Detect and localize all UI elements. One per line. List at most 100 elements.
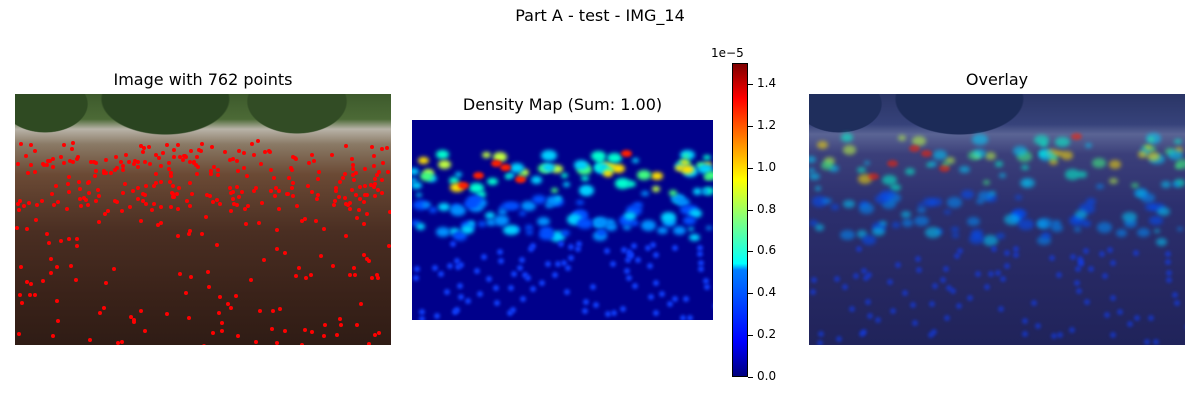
annotation-point [211,330,216,335]
colorbar-tick-mark [748,210,753,211]
density-blob [661,212,676,223]
annotation-point [202,343,206,345]
annotation-point [338,322,343,327]
annotation-point [358,302,363,307]
annotation-point [183,155,188,160]
density-blob [676,197,691,208]
annotation-point [258,161,263,166]
annotation-point [16,161,20,166]
annotation-point [123,152,128,157]
density-blob [529,286,536,293]
annotation-point [191,161,196,166]
density-blob [991,245,998,252]
annotation-point [244,174,249,178]
annotation-point [208,172,213,177]
annotation-point [243,222,248,227]
annotation-point [120,339,125,344]
annotation-point [314,197,319,202]
density-blob [977,190,993,202]
density-hotspot [909,145,921,153]
annotation-point [380,178,385,183]
density-blob [563,182,571,188]
density-blob [809,155,817,163]
annotation-point [56,199,61,204]
annotation-point [144,202,149,207]
density-blob [1147,145,1157,152]
density-hotspot [1070,132,1082,140]
density-panel-title: Density Map (Sum: 1.00) [462,95,663,114]
density-blob [1041,232,1051,239]
annotation-point [332,198,337,203]
annotation-point [131,162,136,167]
density-blob [1138,151,1148,158]
density-blob [1082,248,1089,255]
density-blob [612,164,625,173]
density-blob [1109,295,1116,302]
annotation-point [18,199,22,203]
annotation-point [120,164,125,169]
density-blob [1036,217,1053,229]
density-blob [650,241,657,248]
annotation-point [158,180,163,185]
density-blob [652,309,659,316]
density-blob [605,310,612,317]
density-blob [890,307,897,314]
annotation-point [207,193,212,198]
density-blob [944,315,951,322]
density-blob [519,211,527,217]
density-blob [682,215,697,226]
annotation-point [184,291,189,296]
annotation-point [49,271,54,276]
annotation-point [350,172,355,177]
density-blob [950,288,957,295]
annotation-point [380,191,385,196]
annotation-point [74,236,79,241]
annotation-point [152,202,157,207]
density-blob [1174,147,1184,154]
annotation-point [175,191,180,196]
annotation-point [77,196,82,201]
density-blob [1134,188,1149,199]
annotation-point [66,189,71,194]
annotation-point [167,160,171,165]
annotation-point [275,227,280,232]
annotation-point [139,144,144,149]
annotation-point [254,340,258,345]
density-blob [673,225,687,235]
density-blob [814,186,822,191]
density-blob [485,218,497,227]
density-blob [865,298,872,305]
density-blob [463,198,478,209]
annotation-point [276,188,281,193]
density-blob [817,331,824,338]
annotation-point [364,256,369,261]
density-blob [945,157,955,164]
annotation-point [102,305,106,310]
colorbar-tick-label: 0.2 [757,327,777,341]
annotation-point [32,169,37,174]
density-blob [1172,181,1180,187]
annotation-point [372,176,377,181]
density-blob [413,265,420,272]
density-blob [554,196,563,202]
annotation-point [369,182,374,187]
density-blob [861,329,867,336]
density-blob [418,315,425,320]
density-blob [930,198,942,207]
annotation-point [329,152,334,157]
annotation-point [290,194,295,199]
density-blob [886,193,901,204]
annotation-point [50,192,55,197]
annotation-point [312,158,317,163]
annotation-point [136,196,141,201]
density-blob [542,162,556,172]
density-blob [697,265,704,272]
density-blob [698,163,713,174]
annotation-point [376,330,381,335]
annotation-point [25,171,30,176]
density-blob [493,285,500,292]
annotation-point [288,166,293,170]
density-blob [450,205,466,217]
density-blob [1106,246,1113,253]
crowd-image-with-points [15,94,391,345]
